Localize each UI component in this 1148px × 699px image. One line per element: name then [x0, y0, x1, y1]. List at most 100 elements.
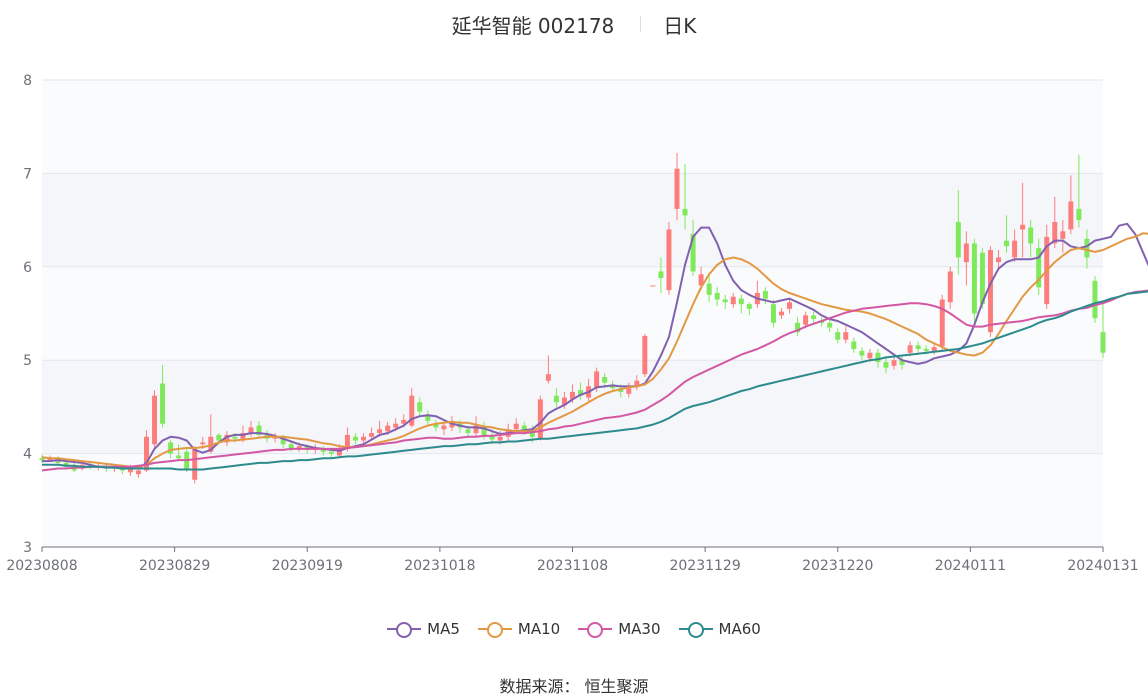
legend-item-ma60[interactable]: MA60 — [678, 620, 761, 638]
candle-body — [666, 229, 672, 291]
candle-body — [811, 315, 817, 320]
candle-body — [787, 302, 793, 309]
candle-body — [135, 470, 141, 475]
candle-body — [682, 208, 688, 216]
x-tick-label: 20231220 — [802, 558, 873, 574]
candle-body — [224, 434, 230, 443]
candle-body — [1084, 238, 1090, 258]
candle-body — [642, 335, 648, 375]
data-source-value: 恒生聚源 — [584, 677, 649, 696]
y-tick-label: 3 — [23, 540, 32, 556]
ma-line-ma5 — [42, 222, 1148, 470]
legend-swatch — [678, 622, 713, 638]
candle-body — [1012, 240, 1018, 258]
candle-body — [987, 249, 993, 333]
candle-body — [835, 332, 841, 340]
candle-body — [955, 221, 961, 258]
candle-body — [803, 315, 809, 325]
candle-body — [634, 380, 640, 387]
candle-body — [730, 296, 736, 305]
data-source-label: 数据来源： — [499, 677, 580, 696]
x-tick-label: 20230919 — [272, 558, 343, 574]
candle-body — [521, 425, 527, 432]
x-tick-label: 20231129 — [669, 558, 740, 574]
candle-body — [851, 341, 857, 349]
legend-label: MA30 — [618, 620, 661, 638]
candle-body — [296, 446, 302, 448]
candle-body — [465, 429, 471, 434]
candle-body — [674, 168, 680, 209]
candle-body — [626, 388, 632, 394]
legend-label: MA5 — [427, 620, 460, 638]
legend-item-ma10[interactable]: MA10 — [477, 620, 561, 638]
candle-body — [875, 352, 881, 363]
candle-body — [698, 274, 704, 286]
candle-body — [361, 436, 367, 441]
candle-series — [39, 152, 1106, 484]
ma-line-ma60 — [42, 290, 1148, 471]
candle-body — [778, 311, 784, 316]
ma-line-ma10 — [41, 232, 1148, 468]
candle-body — [144, 436, 149, 471]
candle-body — [216, 434, 222, 441]
candle-body — [377, 429, 383, 434]
candle-body — [1060, 231, 1066, 239]
candle-body — [971, 243, 977, 314]
candle-body — [336, 449, 342, 456]
y-tick-label: 4 — [23, 447, 32, 463]
y-axis: 3 4 5 6 7 8 — [23, 73, 32, 556]
data-source: 数据来源： 恒生聚源 — [0, 673, 1148, 697]
candle-body — [939, 299, 945, 347]
candle-body — [232, 436, 238, 439]
candle-body — [770, 304, 776, 323]
grid-band — [42, 173, 1103, 267]
legend-label: MA10 — [517, 620, 561, 638]
candle-body — [473, 425, 479, 434]
candle-body — [714, 292, 720, 300]
candle-body — [240, 433, 246, 440]
candle-body — [160, 383, 166, 424]
candle-body — [1092, 280, 1098, 319]
legend-swatch — [477, 622, 512, 638]
candle-body — [39, 458, 45, 461]
candle-body — [746, 304, 752, 309]
candle-body — [328, 451, 334, 454]
candle-body — [433, 423, 439, 428]
legend-item-ma30[interactable]: MA30 — [578, 620, 661, 638]
candle-body — [553, 395, 559, 403]
legend-swatch — [387, 622, 422, 638]
candle-body — [248, 427, 254, 434]
candle-body — [1052, 221, 1058, 244]
candle-body — [417, 402, 423, 412]
candle-body — [947, 271, 953, 303]
candle-body — [859, 350, 865, 356]
grid-band — [42, 80, 1103, 174]
candle-body — [923, 348, 929, 351]
y-tick-label: 8 — [23, 73, 32, 89]
title-separator — [640, 16, 642, 32]
candle-body — [529, 431, 535, 437]
candle-body — [561, 397, 567, 406]
candle-body — [320, 448, 326, 452]
candle-body — [441, 425, 447, 430]
ma-line-ma30 — [41, 289, 1148, 472]
candle-body — [497, 436, 503, 441]
candle-body — [963, 243, 969, 263]
candle-body — [883, 362, 889, 368]
candle-body — [1028, 227, 1034, 244]
x-tick-label: 20240131 — [1067, 558, 1138, 574]
candle-body — [369, 433, 375, 437]
candle-body — [762, 291, 768, 299]
legend-item-ma5[interactable]: MA5 — [387, 620, 460, 638]
candle-body — [545, 374, 551, 381]
candle-body — [200, 442, 206, 445]
x-tick-label: 20230829 — [139, 558, 210, 574]
y-tick-label: 5 — [23, 353, 32, 369]
candle-body — [843, 332, 849, 340]
candle-body — [722, 299, 728, 303]
candle-body — [891, 360, 897, 366]
candle-body — [899, 360, 905, 365]
candle-body — [1068, 201, 1074, 230]
x-tick-label: 20231018 — [404, 558, 475, 574]
